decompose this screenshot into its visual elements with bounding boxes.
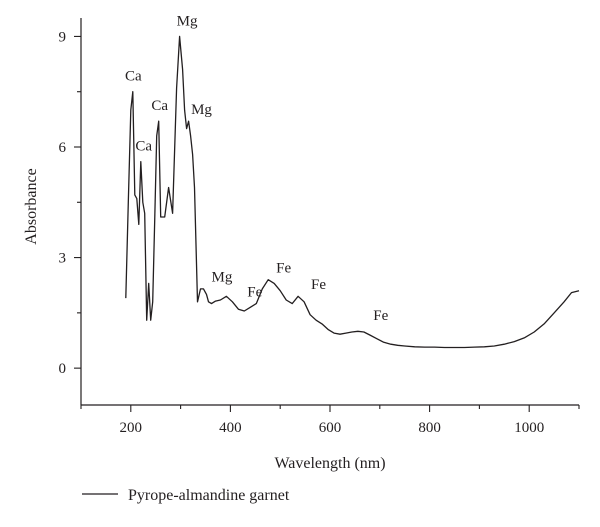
- x-tick-label-600: 600: [319, 420, 342, 436]
- annotation-ca-2: Ca: [151, 98, 168, 114]
- y-tick-label-6: 6: [59, 140, 67, 156]
- x-tick-label-400: 400: [219, 420, 242, 436]
- x-tick-label-200: 200: [120, 420, 143, 436]
- series-line-0: [125, 35, 580, 349]
- annotation-ca-0: Ca: [125, 69, 142, 85]
- annotation-ca-1: Ca: [135, 139, 152, 155]
- annotation-fe-6: Fe: [247, 284, 262, 300]
- legend: Pyrope-almandine garnet: [82, 487, 290, 504]
- annotation-fe-8: Fe: [311, 277, 326, 293]
- axes: [80, 18, 579, 406]
- annotation-mg-4: Mg: [191, 102, 212, 118]
- y-tick-label-0: 0: [59, 361, 67, 377]
- x-axis-title: Wavelength (nm): [274, 455, 385, 472]
- y-tick-label-3: 3: [59, 251, 67, 267]
- tick-marks: [74, 35, 580, 412]
- y-tick-label-9: 9: [59, 29, 67, 45]
- series-layer: [125, 35, 580, 349]
- peak-annotations: Ca Ca Ca Mg Mg Mg Fe Fe Fe Fe: [125, 13, 389, 324]
- tick-labels: 200 400 600 800 1000 0 3 6 9: [59, 29, 545, 436]
- y-axis-title: Absorbance: [23, 168, 40, 244]
- x-tick-label-800: 800: [418, 420, 441, 436]
- legend-label: Pyrope-almandine garnet: [128, 487, 290, 504]
- annotation-mg-3: Mg: [177, 13, 198, 29]
- annotation-mg-5: Mg: [212, 270, 233, 286]
- annotation-fe-7: Fe: [276, 260, 291, 276]
- x-tick-label-1000: 1000: [514, 420, 544, 436]
- annotation-fe-9: Fe: [373, 308, 388, 324]
